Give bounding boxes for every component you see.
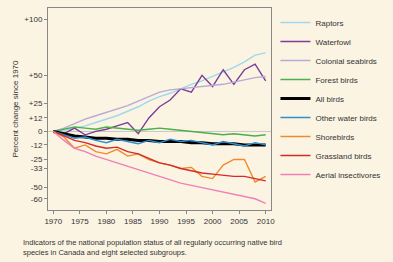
svg-text:-50: -50 bbox=[31, 183, 43, 192]
svg-text:Other water birds: Other water birds bbox=[315, 114, 376, 123]
svg-text:Grassland birds: Grassland birds bbox=[315, 152, 371, 161]
svg-text:1970: 1970 bbox=[44, 217, 62, 226]
svg-text:Aerial insectivores: Aerial insectivores bbox=[315, 171, 380, 180]
svg-text:-25: -25 bbox=[31, 155, 43, 164]
svg-text:+50: +50 bbox=[29, 71, 43, 80]
svg-text:Shorebirds: Shorebirds bbox=[315, 133, 354, 142]
svg-text:1995: 1995 bbox=[177, 217, 195, 226]
svg-text:Percent change since 1970: Percent change since 1970 bbox=[11, 60, 20, 158]
svg-text:1975: 1975 bbox=[71, 217, 89, 226]
svg-text:-33: -33 bbox=[31, 164, 43, 173]
svg-text:2010: 2010 bbox=[257, 217, 275, 226]
svg-text:+25: +25 bbox=[29, 99, 43, 108]
svg-text:-12: -12 bbox=[31, 141, 43, 150]
svg-text:2000: 2000 bbox=[204, 217, 222, 226]
svg-text:Colonial seabirds: Colonial seabirds bbox=[315, 57, 376, 66]
svg-text:Waterfowl: Waterfowl bbox=[315, 38, 350, 47]
svg-text:0: 0 bbox=[38, 127, 43, 136]
svg-text:1990: 1990 bbox=[151, 217, 169, 226]
svg-text:Indicators of the national pop: Indicators of the national population st… bbox=[23, 238, 282, 257]
svg-text:Forest birds: Forest birds bbox=[315, 76, 357, 85]
svg-text:All birds: All birds bbox=[315, 95, 343, 104]
svg-text:Raptors: Raptors bbox=[315, 19, 343, 28]
svg-text:+100: +100 bbox=[24, 15, 43, 24]
svg-text:1980: 1980 bbox=[98, 217, 116, 226]
svg-text:1985: 1985 bbox=[124, 217, 142, 226]
svg-text:2005: 2005 bbox=[230, 217, 248, 226]
svg-text:-60: -60 bbox=[31, 195, 43, 204]
svg-text:+12: +12 bbox=[29, 114, 43, 123]
